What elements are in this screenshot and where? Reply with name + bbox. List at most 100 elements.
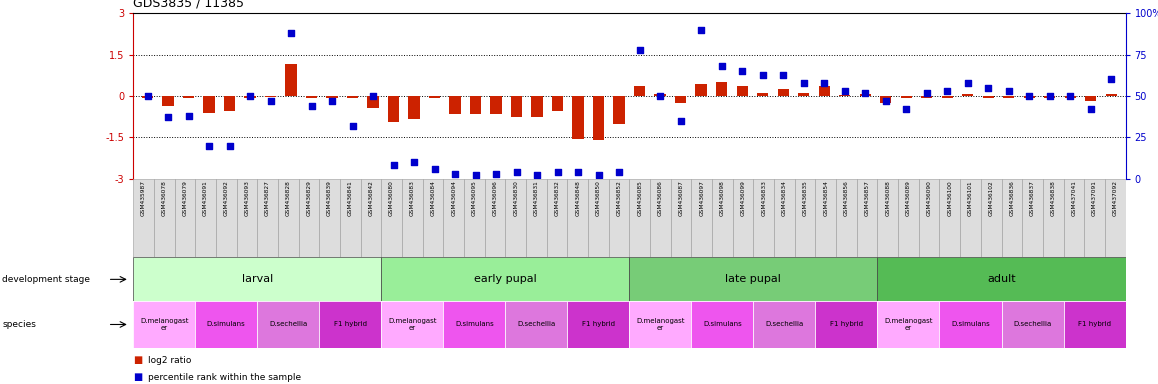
- Bar: [547, 179, 567, 257]
- Text: GSM436102: GSM436102: [989, 180, 994, 216]
- Text: F1 hybrid: F1 hybrid: [334, 321, 367, 328]
- Text: GSM436097: GSM436097: [699, 180, 704, 216]
- Bar: [526, 179, 547, 257]
- Text: GSM436838: GSM436838: [1050, 180, 1056, 216]
- Bar: [133, 301, 196, 348]
- Bar: [388, 96, 400, 122]
- Point: [425, 166, 444, 172]
- Bar: [836, 179, 857, 257]
- Text: GSM436856: GSM436856: [844, 180, 849, 216]
- Point: [549, 169, 567, 175]
- Text: larval: larval: [242, 274, 273, 285]
- Bar: [1063, 179, 1084, 257]
- Point: [712, 63, 731, 70]
- Bar: [982, 96, 994, 98]
- Bar: [327, 96, 338, 98]
- Bar: [133, 257, 381, 301]
- Point: [467, 172, 485, 178]
- Text: D.melanogast
er: D.melanogast er: [885, 318, 932, 331]
- Text: GSM436837: GSM436837: [1029, 180, 1035, 216]
- Bar: [629, 301, 691, 348]
- Point: [691, 27, 710, 33]
- Text: GSM436099: GSM436099: [741, 180, 746, 216]
- Bar: [257, 301, 320, 348]
- Bar: [162, 96, 174, 106]
- Text: D.simulans: D.simulans: [455, 321, 493, 328]
- Bar: [981, 179, 1002, 257]
- Text: GSM436087: GSM436087: [679, 180, 683, 216]
- Bar: [1105, 179, 1126, 257]
- Bar: [444, 179, 464, 257]
- Bar: [347, 96, 358, 98]
- Point: [405, 159, 424, 165]
- Text: GSM435987: GSM435987: [141, 180, 146, 216]
- Bar: [567, 179, 588, 257]
- Bar: [675, 96, 687, 103]
- Point: [138, 93, 156, 99]
- Bar: [278, 179, 299, 257]
- Text: D.sechellia: D.sechellia: [765, 321, 804, 328]
- Point: [610, 169, 629, 175]
- Bar: [505, 301, 567, 348]
- Bar: [409, 96, 419, 119]
- Text: species: species: [2, 320, 36, 329]
- Bar: [532, 96, 543, 117]
- Text: GSM436089: GSM436089: [906, 180, 911, 216]
- Bar: [878, 179, 899, 257]
- Point: [1040, 93, 1058, 99]
- Text: percentile rank within the sample: percentile rank within the sample: [148, 372, 301, 382]
- Bar: [712, 179, 733, 257]
- Point: [897, 106, 916, 112]
- Text: GSM437092: GSM437092: [1113, 180, 1117, 216]
- Point: [589, 172, 608, 178]
- Point: [507, 169, 526, 175]
- Point: [179, 113, 198, 119]
- Bar: [320, 301, 381, 348]
- Bar: [1045, 96, 1055, 98]
- Text: F1 hybrid: F1 hybrid: [1078, 321, 1111, 328]
- Bar: [1063, 301, 1126, 348]
- Bar: [609, 179, 629, 257]
- Bar: [736, 86, 748, 96]
- Point: [323, 98, 342, 104]
- Bar: [593, 96, 604, 140]
- Bar: [306, 96, 317, 98]
- Text: GSM436829: GSM436829: [307, 180, 312, 216]
- Bar: [1023, 179, 1043, 257]
- Bar: [754, 301, 815, 348]
- Bar: [629, 179, 650, 257]
- Bar: [381, 301, 444, 348]
- Bar: [857, 179, 878, 257]
- Bar: [819, 86, 830, 96]
- Text: D.sechellia: D.sechellia: [269, 321, 307, 328]
- Point: [733, 68, 752, 74]
- Bar: [1002, 301, 1063, 348]
- Bar: [880, 96, 892, 103]
- Point: [959, 80, 977, 86]
- Bar: [340, 179, 360, 257]
- Bar: [464, 179, 485, 257]
- Text: D.melanogast
er: D.melanogast er: [388, 318, 437, 331]
- Bar: [204, 96, 214, 113]
- Point: [835, 88, 853, 94]
- Bar: [470, 96, 482, 114]
- Bar: [691, 179, 712, 257]
- Point: [672, 118, 690, 124]
- Bar: [183, 96, 195, 98]
- Text: F1 hybrid: F1 hybrid: [830, 321, 863, 328]
- Point: [343, 122, 361, 129]
- Text: development stage: development stage: [2, 275, 90, 284]
- Bar: [670, 179, 691, 257]
- Bar: [1043, 179, 1063, 257]
- Bar: [196, 179, 215, 257]
- Bar: [215, 179, 236, 257]
- Point: [446, 170, 464, 177]
- Bar: [402, 179, 423, 257]
- Text: GSM436086: GSM436086: [658, 180, 662, 216]
- Text: GSM436098: GSM436098: [720, 180, 725, 216]
- Text: GSM436831: GSM436831: [534, 180, 538, 216]
- Text: GSM436852: GSM436852: [616, 180, 622, 216]
- Text: GSM436841: GSM436841: [347, 180, 353, 216]
- Bar: [236, 179, 257, 257]
- Point: [1082, 106, 1100, 112]
